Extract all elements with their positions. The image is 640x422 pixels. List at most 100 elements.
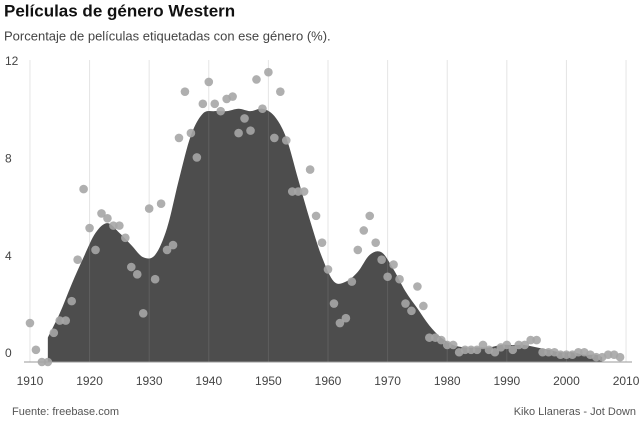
point (264, 67, 273, 77)
point (126, 262, 136, 272)
point (132, 270, 142, 279)
point (574, 347, 583, 357)
point (544, 347, 553, 357)
point (526, 335, 535, 345)
point (174, 133, 184, 143)
point (556, 350, 565, 359)
point (234, 128, 243, 138)
point (252, 75, 261, 84)
x-tick-label: 1970 (374, 374, 401, 388)
point (514, 340, 524, 350)
point (383, 272, 392, 282)
point (79, 184, 88, 194)
point (532, 335, 541, 345)
point (591, 352, 601, 362)
point (168, 240, 178, 250)
point (329, 299, 339, 308)
y-tick-label: 4 (5, 249, 12, 263)
x-tick-label: 1990 (493, 374, 520, 388)
x-tick-label: 1980 (434, 374, 461, 388)
point (293, 187, 303, 196)
x-tick-label: 1960 (315, 374, 342, 388)
point (490, 347, 500, 357)
point (317, 238, 327, 247)
x-tick-label: 1940 (195, 374, 222, 388)
area (47, 108, 603, 363)
point (377, 255, 386, 265)
point (407, 306, 416, 316)
point (419, 301, 428, 311)
point (478, 340, 488, 350)
point (353, 245, 363, 255)
point (49, 328, 59, 338)
point (323, 265, 333, 274)
point (150, 274, 160, 284)
point (43, 357, 53, 367)
point (472, 345, 482, 355)
point (55, 316, 65, 325)
credit: Kiko Llaneras - Jot Down (514, 406, 636, 418)
point (466, 345, 476, 355)
point (562, 350, 571, 359)
y-tick-label: 12 (5, 54, 19, 68)
source: Fuente: freebase.com (12, 406, 119, 418)
point (401, 299, 410, 308)
point (311, 211, 321, 221)
point (138, 308, 148, 318)
point (61, 316, 71, 325)
y-tick-label: 0 (5, 346, 12, 360)
point (365, 211, 375, 221)
point (425, 333, 434, 342)
chart-subtitle: Porcentaje de películas etiquetadas con … (4, 28, 331, 43)
point (204, 77, 214, 87)
point (73, 255, 82, 265)
point (359, 226, 369, 235)
point (91, 245, 100, 255)
x-tick-label: 2000 (553, 374, 580, 388)
x-tick-label: 1930 (136, 374, 163, 388)
point (115, 221, 124, 230)
point (305, 165, 315, 174)
point (413, 282, 422, 291)
point (520, 340, 530, 350)
point (615, 352, 625, 362)
point (341, 313, 351, 323)
point (103, 214, 112, 223)
point (109, 221, 118, 230)
point (460, 345, 470, 355)
point (502, 340, 512, 350)
point (25, 318, 35, 328)
point (144, 204, 154, 213)
point (216, 106, 226, 116)
point (436, 335, 446, 345)
point (538, 347, 547, 357)
point (37, 357, 47, 367)
point (186, 128, 196, 138)
point (67, 296, 76, 306)
y-tick-label: 8 (5, 151, 12, 165)
point (371, 238, 380, 247)
point (508, 345, 518, 355)
point (603, 350, 613, 359)
point (228, 92, 237, 101)
point (442, 340, 452, 350)
point (270, 133, 279, 143)
point (162, 245, 172, 255)
x-tick-label: 1920 (76, 374, 103, 388)
point (281, 136, 291, 145)
x-tick-label: 1910 (17, 374, 44, 388)
point (389, 260, 398, 269)
point (180, 87, 190, 96)
point (192, 153, 202, 162)
x-tick-label: 1950 (255, 374, 282, 388)
point (395, 274, 404, 284)
point (97, 209, 106, 218)
point (258, 104, 267, 114)
point (156, 199, 166, 208)
point (240, 114, 249, 123)
point (299, 187, 309, 196)
point (31, 345, 41, 355)
point (85, 223, 94, 233)
point (276, 87, 285, 96)
